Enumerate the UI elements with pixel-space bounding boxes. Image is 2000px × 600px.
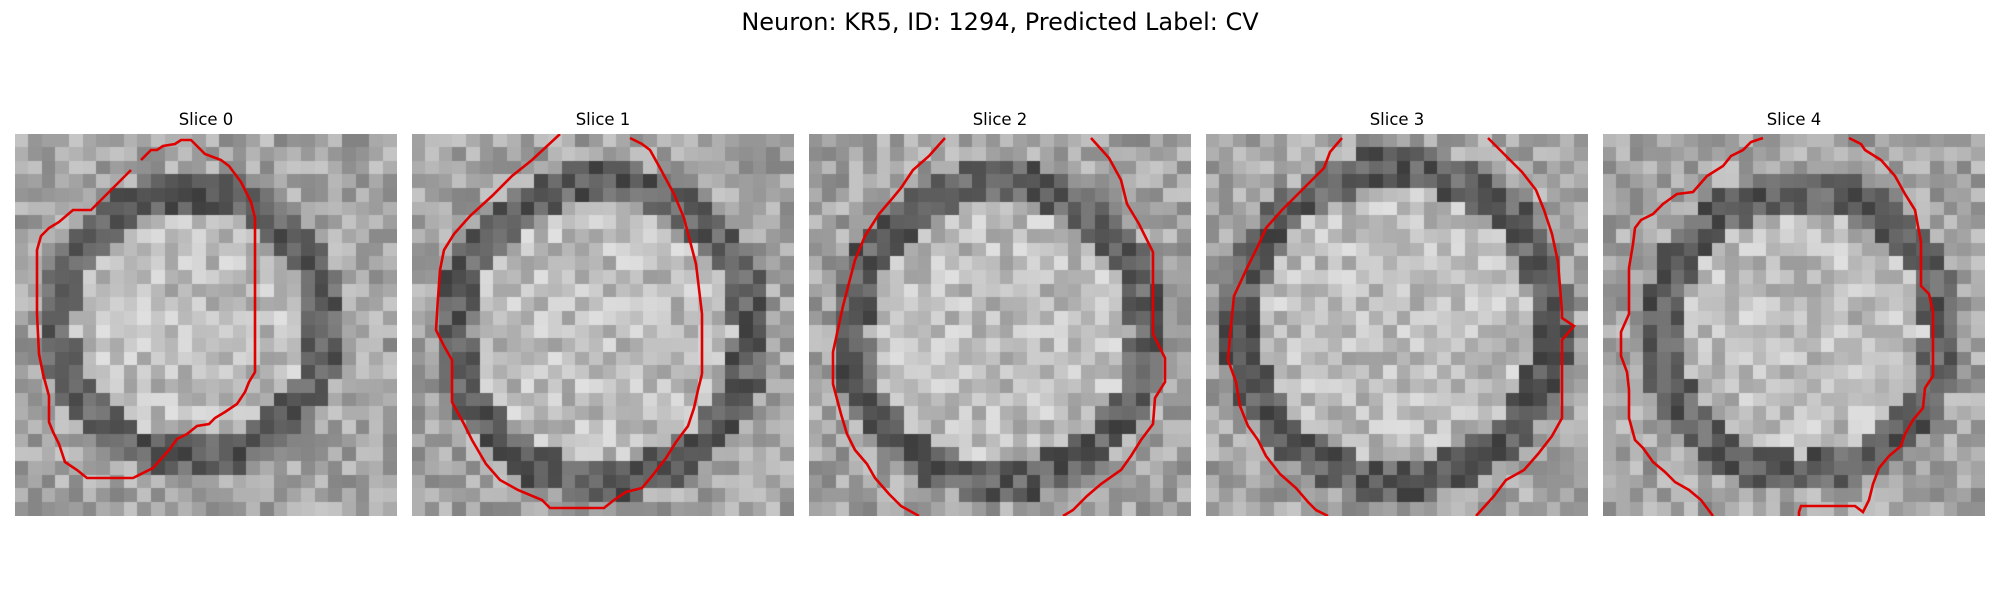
cell-contour-right: [1062, 137, 1167, 516]
slice-panel-3: Slice 3: [1206, 110, 1588, 516]
slice-title: Slice 3: [1369, 110, 1425, 129]
cell-contour-left: [831, 137, 946, 516]
slice-image: [15, 134, 397, 516]
slice-title: Slice 2: [972, 110, 1028, 129]
cell-contour-left: [1619, 136, 1764, 516]
cell-contour-left: [1226, 137, 1343, 516]
figure-title: Neuron: KR5, ID: 1294, Predicted Label: …: [741, 8, 1259, 36]
cell-contour-left: [434, 134, 704, 510]
cell-contour-right: [629, 136, 704, 374]
cell-contour: [35, 138, 257, 480]
slice-image: [1603, 134, 1985, 516]
slice-panel-1: Slice 1: [412, 110, 794, 516]
cell-contour-right: [1797, 136, 1935, 516]
slice-title: Slice 1: [575, 110, 631, 129]
slice-image: [412, 134, 794, 516]
contour-overlay: [1619, 136, 1935, 516]
slice-title: Slice 4: [1766, 110, 1822, 129]
contour-overlay: [1226, 137, 1576, 516]
slice-image: [809, 134, 1191, 516]
slice-panel-4: Slice 4: [1603, 110, 1985, 516]
slice-image: [1206, 134, 1588, 516]
contour-overlay: [434, 134, 704, 510]
slice-panel-0: Slice 0: [15, 110, 397, 516]
slice-title: Slice 0: [178, 110, 234, 129]
cell-contour-right: [1475, 137, 1576, 516]
contour-overlay: [35, 138, 257, 480]
contour-overlay: [831, 137, 1167, 516]
slice-panel-2: Slice 2: [809, 110, 1191, 516]
